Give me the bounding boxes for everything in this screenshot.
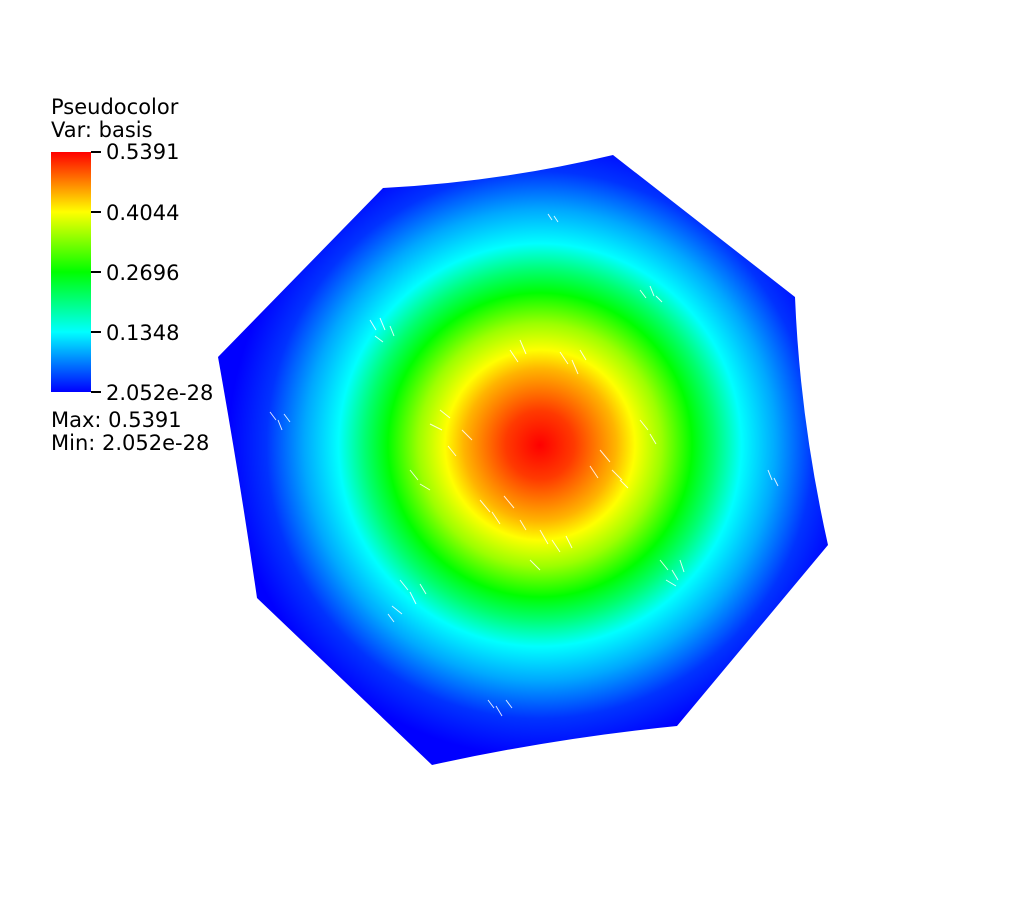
colorbar-tick-mark — [91, 391, 101, 393]
legend-variable: Var: basis — [51, 118, 153, 142]
colorbar-tick-label: 2.052e-28 — [106, 381, 214, 405]
colorbar-tick-label: 0.2696 — [106, 261, 180, 285]
mesh-speckle-artifacts — [269, 213, 779, 717]
colorbar-tick-label: 0.1348 — [106, 321, 180, 345]
colorbar-tick-mark — [91, 151, 101, 153]
min-value-label: Min: 2.052e-28 — [51, 431, 210, 455]
colorbar-tick-mark — [91, 211, 101, 213]
colorbar-tick-label: 0.4044 — [106, 201, 180, 225]
max-value-label: Max: 0.5391 — [51, 408, 182, 432]
pseudocolor-mesh[interactable] — [218, 155, 828, 765]
legend: Pseudocolor Var: basis 0.5391 0.4044 0.2… — [51, 95, 251, 465]
colorbar-tick-mark — [91, 331, 101, 333]
colorbar-tick-label: 0.5391 — [106, 140, 180, 164]
colorbar — [51, 152, 91, 392]
legend-title: Pseudocolor — [51, 95, 179, 119]
colorbar-tick-mark — [91, 271, 101, 273]
